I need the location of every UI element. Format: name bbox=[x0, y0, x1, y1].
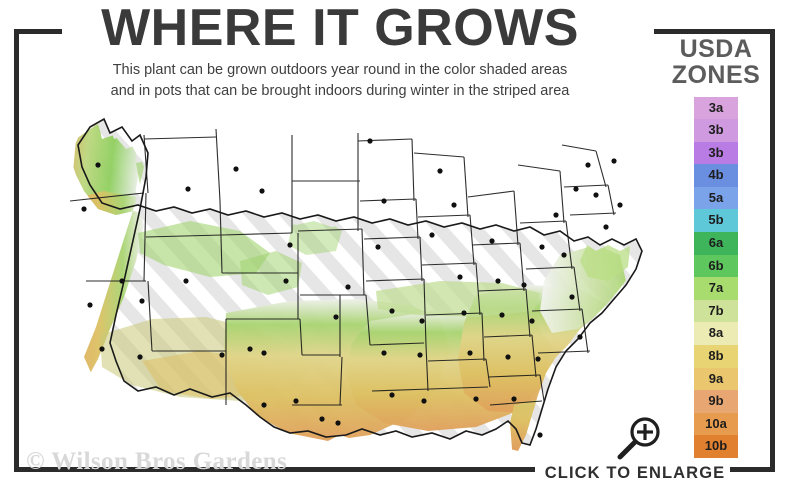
legend-swatch-zone-7a[interactable]: 7a bbox=[694, 277, 738, 300]
frame-right-segment bbox=[770, 29, 775, 472]
usda-zone-map[interactable] bbox=[40, 105, 660, 455]
subtitle-line-2: and in pots that can be brought indoors … bbox=[110, 82, 570, 99]
legend-swatch-zone-8a[interactable]: 8a bbox=[694, 322, 738, 346]
map-svg[interactable] bbox=[40, 105, 660, 455]
watermark-credit: © Wilson Bros Gardens bbox=[26, 448, 288, 475]
legend-swatch-zone-6a[interactable]: 6a bbox=[694, 232, 738, 255]
frame-left-segment bbox=[14, 29, 19, 472]
subtitle-line-1: This plant can be grown outdoors year ro… bbox=[112, 62, 568, 78]
legend-swatch-zone-6b[interactable]: 6b bbox=[694, 254, 738, 278]
legend-title-line-1: USDA bbox=[679, 35, 753, 63]
frame-top-right-segment bbox=[654, 29, 775, 34]
frame-bottom-left-segment bbox=[14, 467, 535, 472]
click-to-enlarge-label[interactable]: CLICK TO ENLARGE bbox=[544, 464, 726, 482]
magnifier-plus-icon[interactable] bbox=[614, 416, 666, 462]
legend-swatch-zone-9b[interactable]: 9b bbox=[694, 390, 738, 413]
legend-title-line-2: ZONES bbox=[671, 61, 761, 90]
legend-swatch-zone-3b[interactable]: 3b bbox=[694, 141, 738, 165]
page-title: WHERE IT GROWS bbox=[101, 0, 579, 57]
legend-swatch-zone-10b[interactable]: 10b bbox=[694, 435, 738, 458]
legend-swatch-zone-8b[interactable]: 8b bbox=[694, 345, 738, 368]
legend-swatch-zone-10a[interactable]: 10a bbox=[694, 412, 738, 436]
frame-top-left-segment bbox=[14, 29, 62, 34]
map-city-dots bbox=[81, 138, 623, 438]
map-usa-coastline bbox=[77, 117, 643, 446]
frame-bottom-right-segment bbox=[730, 467, 775, 472]
page-subtitle: This plant can be grown outdoors year ro… bbox=[30, 60, 650, 101]
legend-title: USDA ZONES bbox=[664, 36, 768, 89]
legend-swatch-zone-9a[interactable]: 9a bbox=[694, 367, 738, 391]
legend-swatch-zone-5b[interactable]: 5b bbox=[694, 209, 738, 233]
legend-swatch-zone-7b[interactable]: 7b bbox=[694, 299, 738, 323]
legend-swatch-zone-4b[interactable]: 4b bbox=[694, 164, 738, 187]
legend-swatch-zone-5a[interactable]: 5a bbox=[694, 186, 738, 210]
legend-swatch-zone-3a[interactable]: 3a bbox=[694, 96, 738, 120]
legend-swatch-list: 3a 3b 3b 4b 5a 5b 6a 6b 7a 7b 8a 8b 9a 9b 10a 10b bbox=[694, 96, 738, 458]
map-state-borders bbox=[69, 128, 617, 406]
legend-swatch-zone-3b[interactable]: 3b bbox=[694, 119, 738, 142]
usda-zones-legend: USDA ZONES 3a 3b 3b 4b 5a 5b 6a 6b 7a 7b 8a 8b 9a 9b 1… bbox=[664, 36, 768, 458]
